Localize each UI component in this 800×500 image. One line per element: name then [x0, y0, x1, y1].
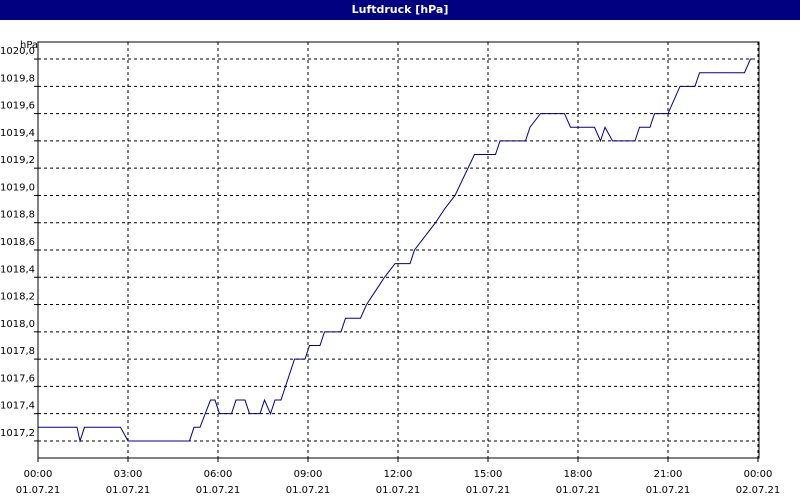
x-tick-date: 01.07.21	[286, 485, 331, 496]
title-bar	[0, 0, 800, 20]
y-tick-label: 1018,6	[0, 237, 35, 248]
y-tick-label: 1017,8	[0, 346, 35, 357]
y-tick-label: 1017,2	[0, 428, 35, 439]
x-tick-label: 18:00	[564, 469, 593, 480]
y-tick-label: 1019,2	[0, 155, 35, 166]
x-tick-label: 06:00	[204, 469, 233, 480]
x-tick-date: 01.07.21	[16, 485, 61, 496]
chart-title: Luftdruck [hPa]	[352, 3, 449, 16]
y-tick-label: 1019,6	[0, 101, 35, 112]
data-line	[38, 58, 755, 443]
y-tick-label: 1018,2	[0, 292, 35, 303]
x-tick-label: 00:00	[744, 469, 773, 480]
x-tick-label: 12:00	[384, 469, 413, 480]
x-tick-label: 09:00	[294, 469, 323, 480]
x-tick-date: 01.07.21	[196, 485, 241, 496]
y-tick-label: 1019,4	[0, 128, 35, 139]
x-tick-label: 15:00	[474, 469, 503, 480]
y-tick-label: 1019,0	[0, 182, 35, 193]
x-tick-date: 01.07.21	[646, 485, 691, 496]
y-tick-label: 1017,4	[0, 401, 35, 412]
x-tick-date: 01.07.21	[466, 485, 511, 496]
y-tick-label: 1019,8	[0, 73, 35, 84]
x-tick-label: 21:00	[654, 469, 683, 480]
x-tick-date: 01.07.21	[556, 485, 601, 496]
y-axis-label: hPa	[20, 40, 38, 51]
y-tick-label: 1018,0	[0, 319, 35, 330]
y-tick-label: 1018,4	[0, 264, 35, 275]
x-tick-date: 02.07.21	[736, 485, 781, 496]
x-tick-label: 03:00	[114, 469, 143, 480]
y-tick-label: 1017,6	[0, 373, 35, 384]
x-tick-date: 01.07.21	[376, 485, 421, 496]
x-tick-label: 00:00	[24, 469, 53, 480]
x-tick-date: 01.07.21	[106, 485, 151, 496]
y-tick-label: 1020,0	[0, 46, 35, 57]
y-tick-label: 1018,8	[0, 210, 35, 221]
